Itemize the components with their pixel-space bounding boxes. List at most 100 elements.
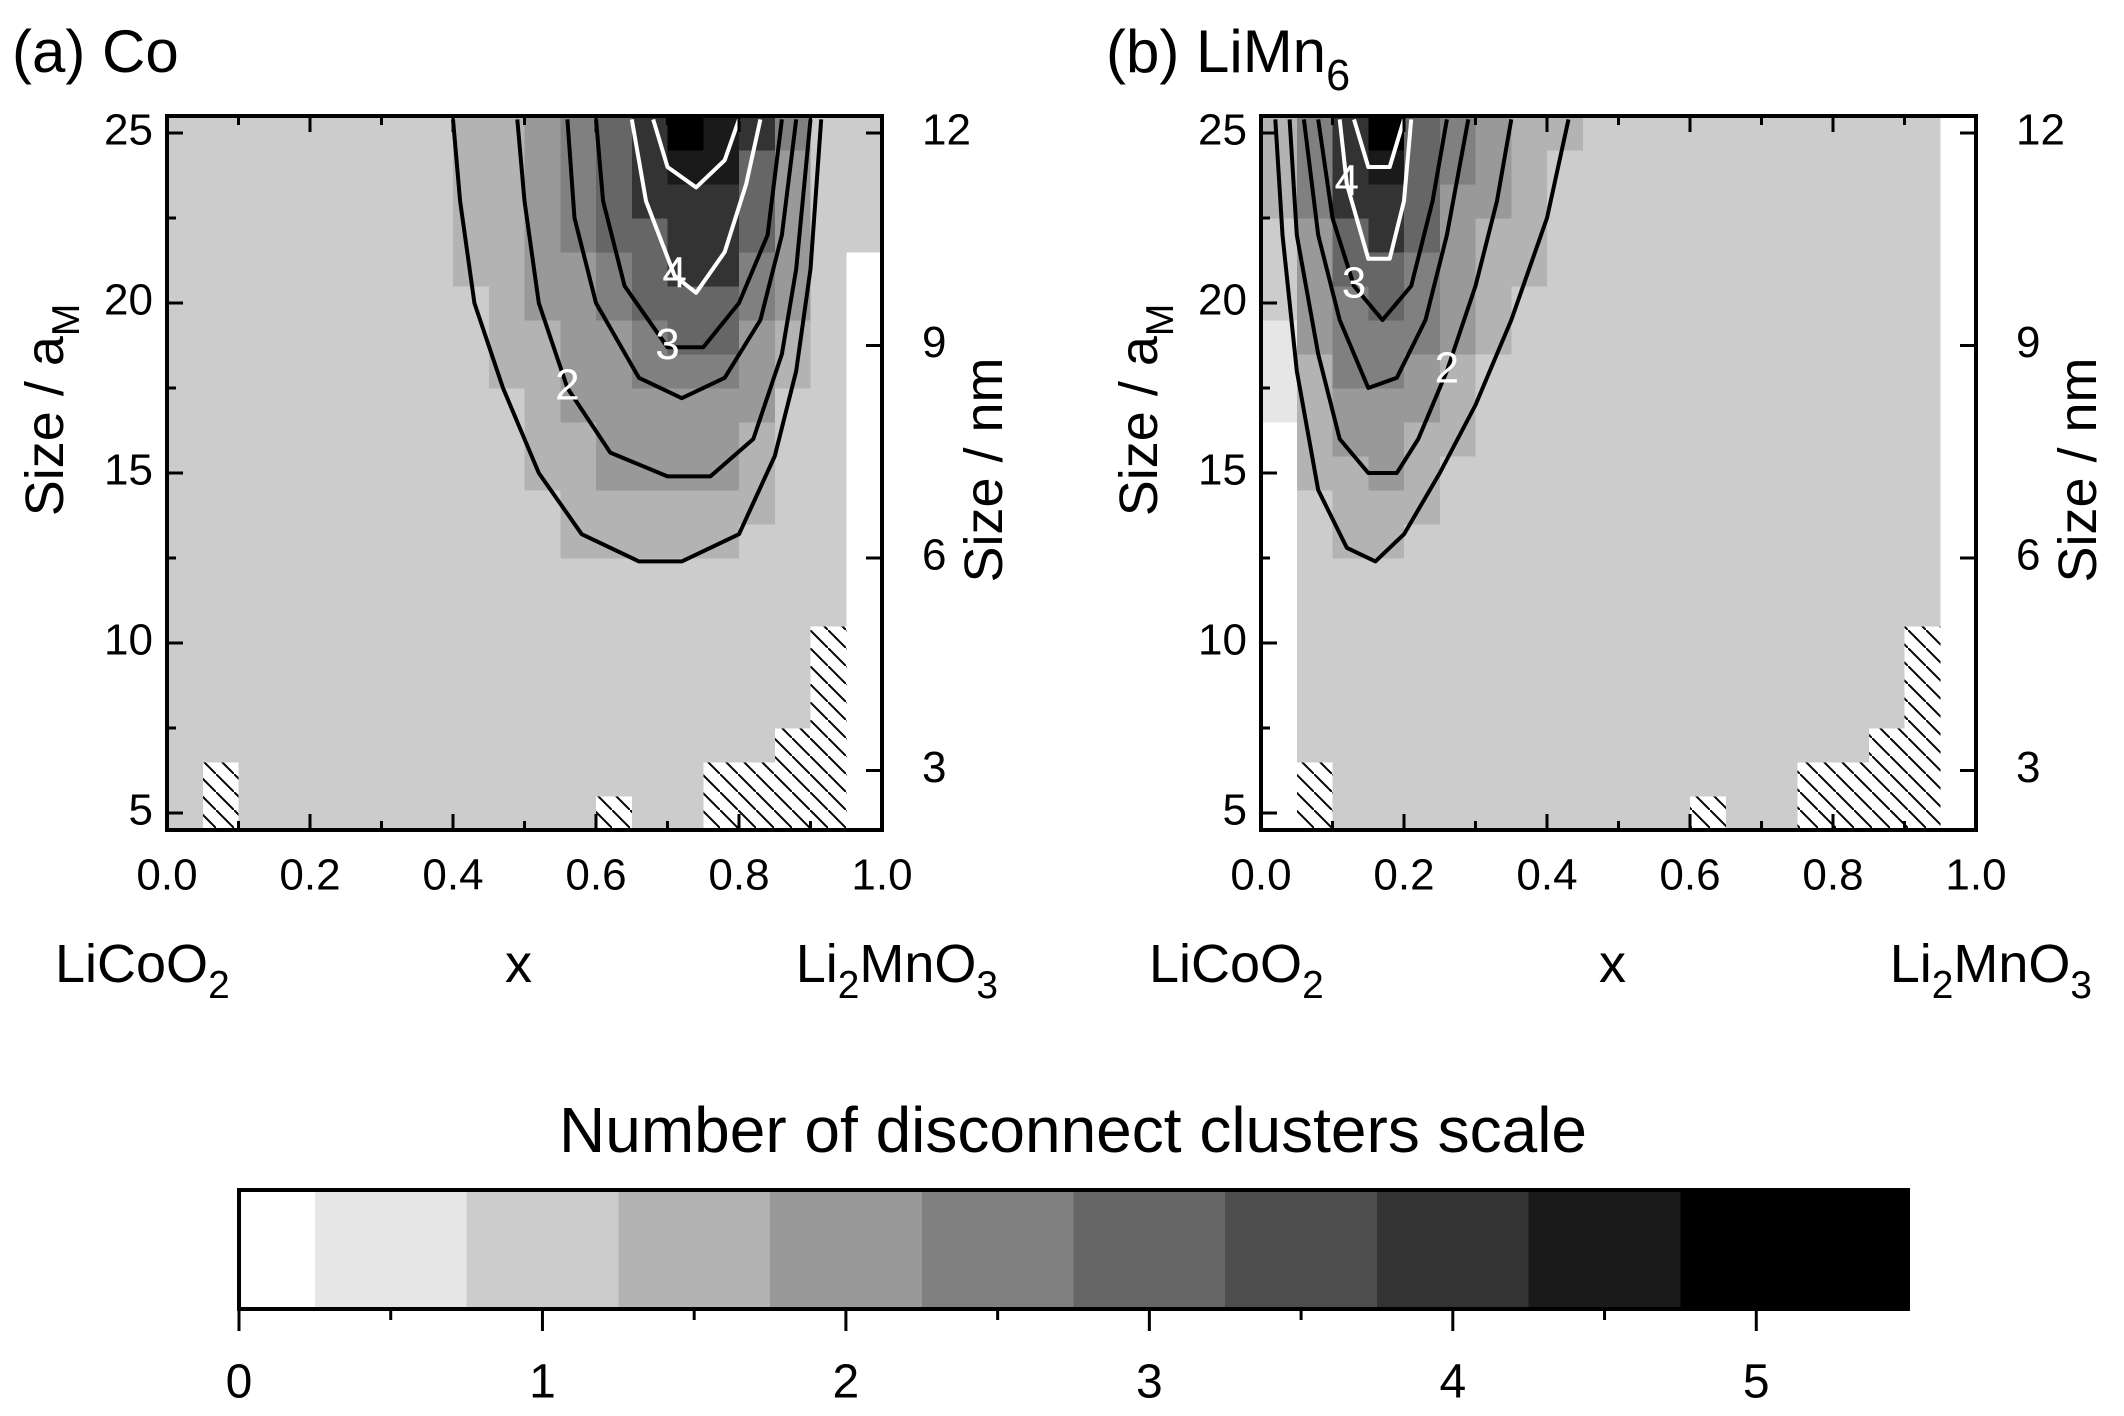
heat-cell: [774, 694, 812, 729]
missing-cell: [596, 796, 633, 830]
heat-cell: [1368, 694, 1405, 729]
heat-cell: [1654, 728, 1691, 763]
missing-cell: [202, 762, 240, 797]
heat-cell: [417, 558, 454, 593]
heat-cell: [846, 626, 882, 661]
missing-cell: [703, 762, 740, 797]
heat-cell: [381, 592, 418, 627]
heat-cell: [1690, 286, 1727, 321]
heat-cell: [1904, 218, 1941, 253]
heat-cell: [453, 728, 490, 763]
heat-cell: [1404, 150, 1441, 185]
heat-cell: [1690, 116, 1727, 151]
heat-cell: [238, 422, 275, 457]
heat-cell: [488, 218, 526, 253]
heat-cell: [1582, 218, 1620, 253]
heat-cell: [1761, 422, 1798, 457]
heat-cell: [1940, 660, 1976, 695]
heat-cell: [596, 694, 633, 729]
heat-cell: [310, 660, 347, 695]
heat-cell: [238, 456, 275, 491]
heat-cell: [167, 558, 204, 593]
heat-cell: [238, 388, 275, 423]
heat-cell: [560, 456, 597, 491]
heat-cell: [774, 660, 812, 695]
heat-cell: [1725, 252, 1763, 287]
contour-line: [1316, 119, 1449, 322]
heat-cell: [667, 422, 704, 457]
y-tick-label: 15: [104, 446, 153, 495]
heat-cell: [846, 694, 882, 729]
heat-cell: [488, 660, 526, 695]
missing-cell: [739, 762, 776, 797]
heat-cell: [274, 524, 311, 559]
heat-cell: [1690, 558, 1727, 593]
heat-cell: [1511, 388, 1548, 423]
heat-cell: [238, 252, 275, 287]
missing-cell: [1904, 694, 1941, 729]
heat-cell: [1296, 422, 1334, 457]
heat-cell: [703, 388, 740, 423]
heat-cell: [345, 728, 383, 763]
heat-cell: [739, 524, 776, 559]
heat-cell: [1797, 286, 1834, 321]
heat-cell: [1833, 286, 1870, 321]
heat-cell: [1797, 626, 1834, 661]
heat-cell: [417, 728, 454, 763]
heat-cell: [310, 728, 347, 763]
heat-cell: [310, 796, 347, 830]
heat-cell: [846, 728, 882, 763]
heat-cell: [667, 558, 704, 593]
heat-cell: [1332, 626, 1369, 661]
heat-cell: [1654, 694, 1691, 729]
contour-label: 2: [555, 361, 579, 410]
missing-cell: [774, 796, 812, 830]
heat-cell: [1940, 694, 1976, 729]
heat-cell: [1547, 490, 1584, 525]
heat-cell: [1439, 728, 1477, 763]
heat-cell: [1547, 456, 1584, 491]
heat-cell: [1833, 660, 1870, 695]
heat-cell: [238, 694, 275, 729]
missing-cell: [810, 626, 847, 661]
colorbar-band: [1073, 1190, 1226, 1309]
heat-cell: [1404, 796, 1441, 830]
heat-cell: [1654, 592, 1691, 627]
heat-cell: [1511, 796, 1548, 830]
heat-cell: [1261, 728, 1298, 763]
heat-cell: [1547, 218, 1584, 253]
heat-cell: [310, 218, 347, 253]
heat-cell: [1618, 626, 1655, 661]
heat-cell: [1511, 320, 1548, 355]
heat-cell: [1725, 456, 1763, 491]
x-label-left-part: LiCoO: [55, 934, 208, 994]
y-tick-label: 5: [129, 786, 153, 835]
heat-cell: [1904, 422, 1941, 457]
heat-cell: [1904, 184, 1941, 219]
heat-cell: [1761, 388, 1798, 423]
heat-cell: [524, 388, 561, 423]
heat-cell: [202, 694, 240, 729]
heat-cell: [810, 490, 847, 525]
x-label-right-part: 2: [838, 964, 860, 1007]
heat-cell: [1368, 660, 1405, 695]
heat-cell: [1833, 320, 1870, 355]
heat-cell: [202, 422, 240, 457]
heat-cell: [1547, 286, 1584, 321]
heat-cell: [810, 286, 847, 321]
heat-cell: [1511, 728, 1548, 763]
heat-cell: [1404, 694, 1441, 729]
heat-cell: [417, 354, 454, 389]
heat-cell: [1797, 592, 1834, 627]
heat-cell: [1690, 150, 1727, 185]
heat-cell: [1761, 320, 1798, 355]
colorbar-tick-label: 1: [529, 1356, 556, 1409]
heat-cell: [810, 218, 847, 253]
colorbar-frame: [237, 1188, 1910, 1311]
heat-cell: [381, 286, 418, 321]
y2-tick-label: 12: [922, 106, 971, 155]
heat-cell: [417, 762, 454, 797]
heat-cell: [453, 592, 490, 627]
heat-cell: [1868, 184, 1906, 219]
